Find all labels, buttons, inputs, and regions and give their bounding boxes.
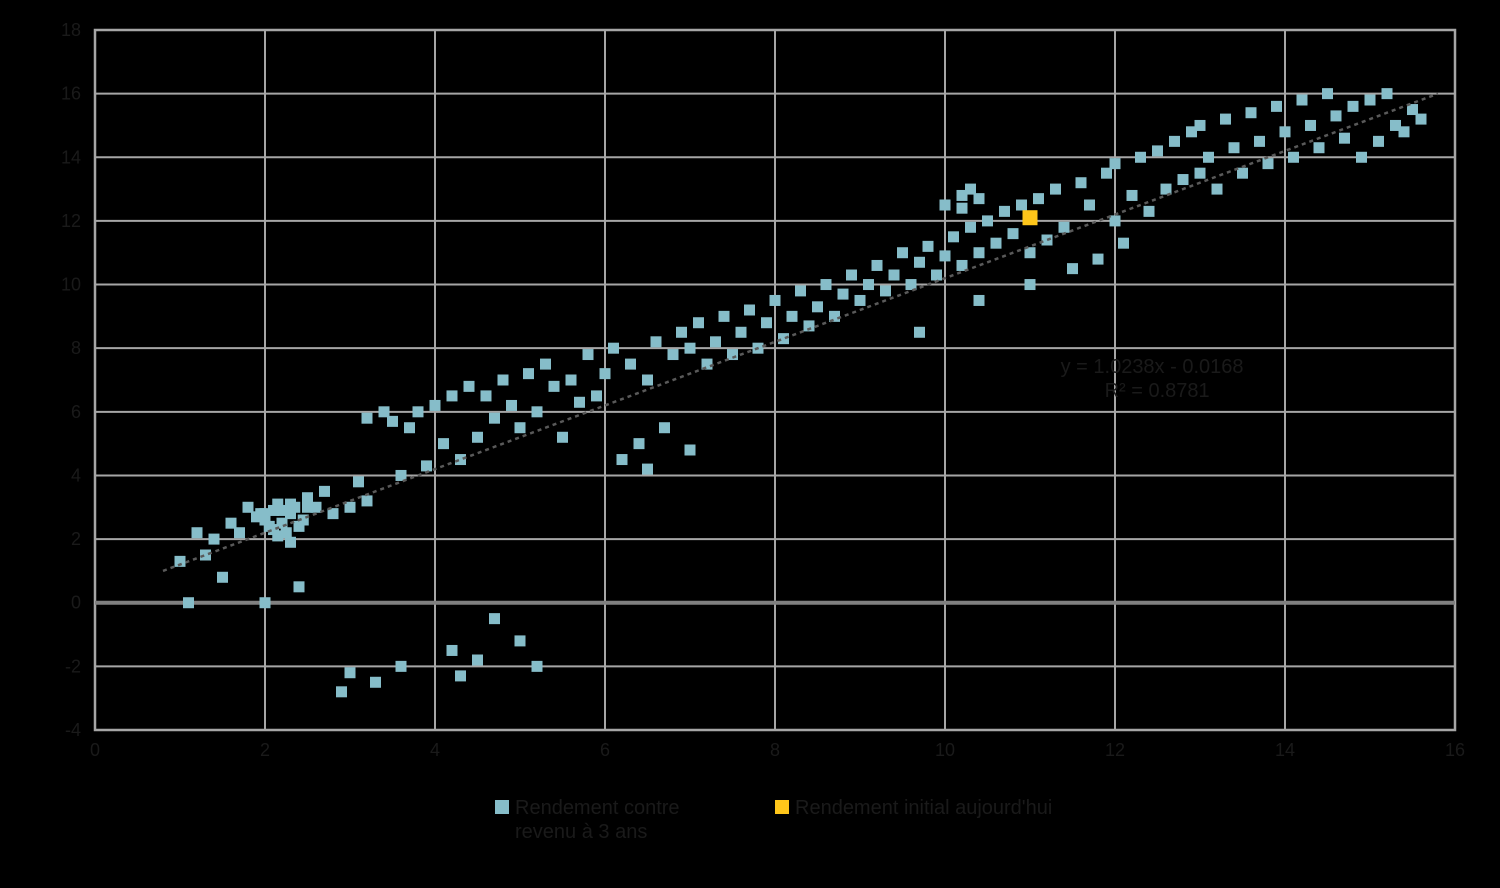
x-tick-label: 14 [1275, 740, 1295, 760]
legend-label-highlight: Rendement initial aujourd'hui [795, 797, 1052, 819]
x-tick-label: 2 [260, 740, 270, 760]
x-tick-label: 10 [935, 740, 955, 760]
legend-swatch-main [495, 800, 509, 814]
y-tick-label: 10 [61, 275, 81, 295]
scatter-chart: y = 1.0238x - 0.0168R² = 0.8781 0 2 4 6 8 10 12… [0, 0, 1500, 888]
legend-swatch-highlight [775, 800, 789, 814]
y-tick-label: 6 [71, 402, 81, 422]
x-tick-label: 8 [770, 740, 780, 760]
y-tick-label: 0 [71, 593, 81, 613]
y-tick-label: 18 [61, 20, 81, 40]
y-tick-label: -4 [65, 720, 81, 740]
chart-container: y = 1.0238x - 0.0168R² = 0.8781 0 2 4 6 8 10 12… [0, 0, 1500, 888]
trend-equation: y = 1.0238x - 0.0168 [1061, 356, 1244, 378]
y-tick-label: -2 [65, 656, 81, 676]
x-tick-label: 0 [90, 740, 100, 760]
trend-r2: R² = 0.8781 [1105, 380, 1210, 402]
y-tick-label: 8 [71, 338, 81, 358]
x-tick-label: 12 [1105, 740, 1125, 760]
legend-label-main: Rendement contre [515, 797, 680, 819]
x-tick-label: 6 [600, 740, 610, 760]
legend: Rendement contrerevenu à 3 ans Rendement … [495, 797, 1052, 843]
x-tick-label: 16 [1445, 740, 1465, 760]
x-tick-label: 4 [430, 740, 440, 760]
y-tick-label: 14 [61, 147, 81, 167]
y-tick-label: 2 [71, 529, 81, 549]
highlight-point [1023, 210, 1038, 225]
y-tick-label: 12 [61, 211, 81, 231]
y-tick-label: 16 [61, 84, 81, 104]
y-tick-label: 4 [71, 465, 81, 485]
legend-label-main-2: revenu à 3 ans [515, 821, 647, 843]
